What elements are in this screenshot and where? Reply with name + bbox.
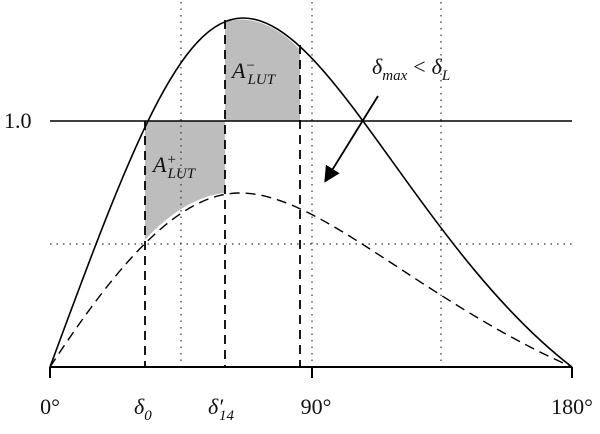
sup: + [166,152,176,168]
left-sub: max [382,68,407,84]
dashed-markers [144,20,301,367]
area-minus-shade [225,19,300,121]
annotation: δmax < δL [372,54,450,84]
dashed-curve [49,192,573,368]
annotation-arrow [324,95,379,183]
x-ticks [49,367,573,378]
sup: − [245,58,255,74]
delta-0: δ0 [134,394,152,424]
base: δ′ [208,394,224,419]
sub: LUT [247,72,277,88]
x-label: 90° [301,394,332,419]
area-plus: A+ LUT [151,152,197,182]
left: δ [372,54,383,79]
relation: < [413,54,425,79]
dotted-grid [50,2,572,367]
area-plus-shade [145,121,225,240]
sub: 0 [144,408,152,424]
base: A [230,58,246,83]
right: δ [432,54,443,79]
solid-curve [49,17,573,368]
right-sub: L [441,68,450,84]
x-label: 0° [40,394,60,419]
base: A [151,152,167,177]
x-label: 180° [551,394,593,419]
sub: 14 [219,408,235,424]
area-minus: A− LUT [230,58,277,88]
base: δ [134,394,145,419]
delta-14: δ′14 [208,394,235,424]
sub: LUT [167,166,197,182]
y-label: 1.0 [4,108,32,133]
